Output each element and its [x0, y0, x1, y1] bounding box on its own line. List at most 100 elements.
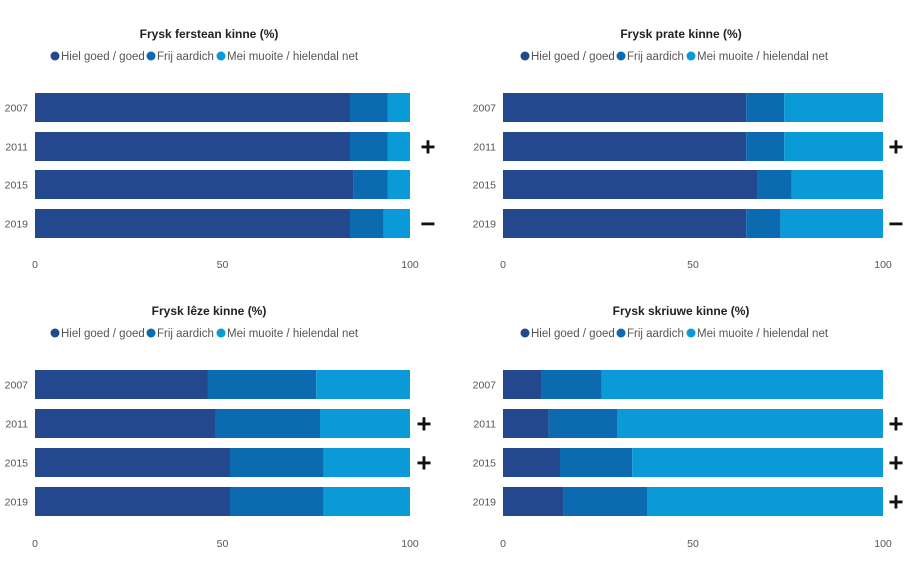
category-label: 2011	[473, 419, 496, 431]
bar-segment	[215, 409, 320, 438]
x-tick-label: 100	[874, 259, 892, 271]
chart-panel-2: Frysk prate kinne (%) Hiel goed / goed Fri…	[473, 27, 904, 271]
chart-panel-3: Frysk lêze kinne (%) Hiel goed / goed Frij…	[5, 304, 432, 550]
chart-panel-4: Frysk skriuwe kinne (%) Hiel goed / goed F…	[473, 304, 904, 550]
bar-segment	[35, 409, 215, 438]
bar-segment	[560, 448, 633, 477]
bar-segment	[503, 93, 747, 122]
bar-segment	[746, 209, 781, 238]
legend-label: Hiel goed / goed	[531, 51, 615, 63]
bar-segment	[387, 93, 410, 122]
category-label: 2007	[5, 380, 29, 392]
bar-segment	[350, 93, 388, 122]
bar-segment	[35, 448, 230, 477]
bar-segment	[503, 370, 541, 399]
chart-title: Frysk lêze kinne (%)	[152, 304, 267, 318]
bar-segment	[323, 487, 410, 516]
legend-swatch	[216, 51, 226, 61]
chart-title: Frysk prate kinne (%)	[620, 27, 741, 41]
minus-mark: −	[420, 209, 435, 239]
bar-segment	[503, 409, 549, 438]
category-label: 2011	[5, 419, 28, 431]
legend-swatch	[216, 328, 226, 338]
x-tick-label: 50	[217, 259, 229, 271]
chart-panel-1: Frysk ferstean kinne (%) Hiel goed / goed…	[5, 27, 436, 271]
bar-segment	[35, 209, 350, 238]
bar-segment	[617, 409, 883, 438]
bar-segment	[503, 170, 758, 199]
legend-label: Frij aardich	[157, 328, 214, 340]
legend-label: Mei muoite / hielendal net	[227, 51, 359, 63]
plus-mark: +	[416, 409, 431, 439]
bar-segment	[350, 132, 388, 161]
bar-segment	[353, 170, 388, 199]
legend-label: Mei muoite / hielendal net	[697, 328, 829, 340]
bar-segment	[230, 448, 324, 477]
legend: Hiel goed / goed Frij aardich Mei muoite /…	[520, 328, 829, 340]
bar-segment	[647, 487, 883, 516]
bar-segment	[503, 448, 560, 477]
bar-segment	[387, 132, 410, 161]
legend: Hiel goed / goed Frij aardich Mei muoite /…	[50, 328, 359, 340]
x-tick-label: 0	[500, 259, 506, 271]
legend-swatch	[686, 328, 696, 338]
bar-segment	[35, 487, 230, 516]
bar-segment	[35, 93, 350, 122]
category-label: 2007	[473, 103, 497, 115]
chart-title: Frysk ferstean kinne (%)	[140, 27, 279, 41]
bar-segment	[387, 170, 410, 199]
bar-segment	[35, 132, 350, 161]
category-label: 2019	[473, 497, 497, 509]
bar-segment	[383, 209, 410, 238]
bar-segment	[503, 132, 747, 161]
legend-label: Mei muoite / hielendal net	[697, 51, 829, 63]
bar-segment	[207, 370, 317, 399]
bar-segment	[563, 487, 648, 516]
x-tick-label: 0	[32, 259, 38, 271]
bar-segment	[601, 370, 883, 399]
legend-label: Frij aardich	[157, 51, 214, 63]
plus-mark: +	[416, 448, 431, 478]
category-label: 2019	[473, 219, 497, 231]
legend-label: Frij aardich	[627, 51, 684, 63]
bar-segment	[316, 370, 410, 399]
category-label: 2015	[473, 180, 497, 192]
legend-swatch	[146, 328, 156, 338]
legend: Hiel goed / goed Frij aardich Mei muoite /…	[520, 51, 829, 63]
bar-segment	[35, 170, 354, 199]
category-label: 2019	[5, 219, 29, 231]
bar-segment	[632, 448, 883, 477]
legend-swatch	[686, 51, 696, 61]
chart-title: Frysk skriuwe kinne (%)	[613, 304, 750, 318]
plus-mark: +	[888, 132, 903, 162]
bar-segment	[784, 132, 883, 161]
x-tick-label: 0	[500, 538, 506, 550]
x-tick-label: 100	[874, 538, 892, 550]
category-label: 2015	[5, 458, 29, 470]
bar-segment	[503, 487, 564, 516]
legend-swatch	[146, 51, 156, 61]
bar-segment	[780, 209, 883, 238]
bar-segment	[548, 409, 617, 438]
plus-mark: +	[888, 409, 903, 439]
category-label: 2015	[473, 458, 497, 470]
legend: Hiel goed / goed Frij aardich Mei muoite /…	[50, 51, 359, 63]
legend-swatch	[520, 328, 530, 338]
bar-segment	[350, 209, 384, 238]
minus-mark: −	[888, 209, 903, 239]
plus-mark: +	[888, 487, 903, 517]
bar-segment	[230, 487, 324, 516]
legend-swatch	[50, 328, 60, 338]
bar-segment	[35, 370, 208, 399]
category-label: 2011	[473, 142, 496, 154]
bar-segment	[746, 93, 785, 122]
x-tick-label: 50	[217, 538, 229, 550]
legend-swatch	[616, 51, 626, 61]
category-label: 2015	[5, 180, 29, 192]
bar-segment	[746, 132, 785, 161]
legend-label: Hiel goed / goed	[61, 51, 145, 63]
bar-segment	[757, 170, 792, 199]
legend-swatch	[616, 328, 626, 338]
bar-segment	[784, 93, 883, 122]
